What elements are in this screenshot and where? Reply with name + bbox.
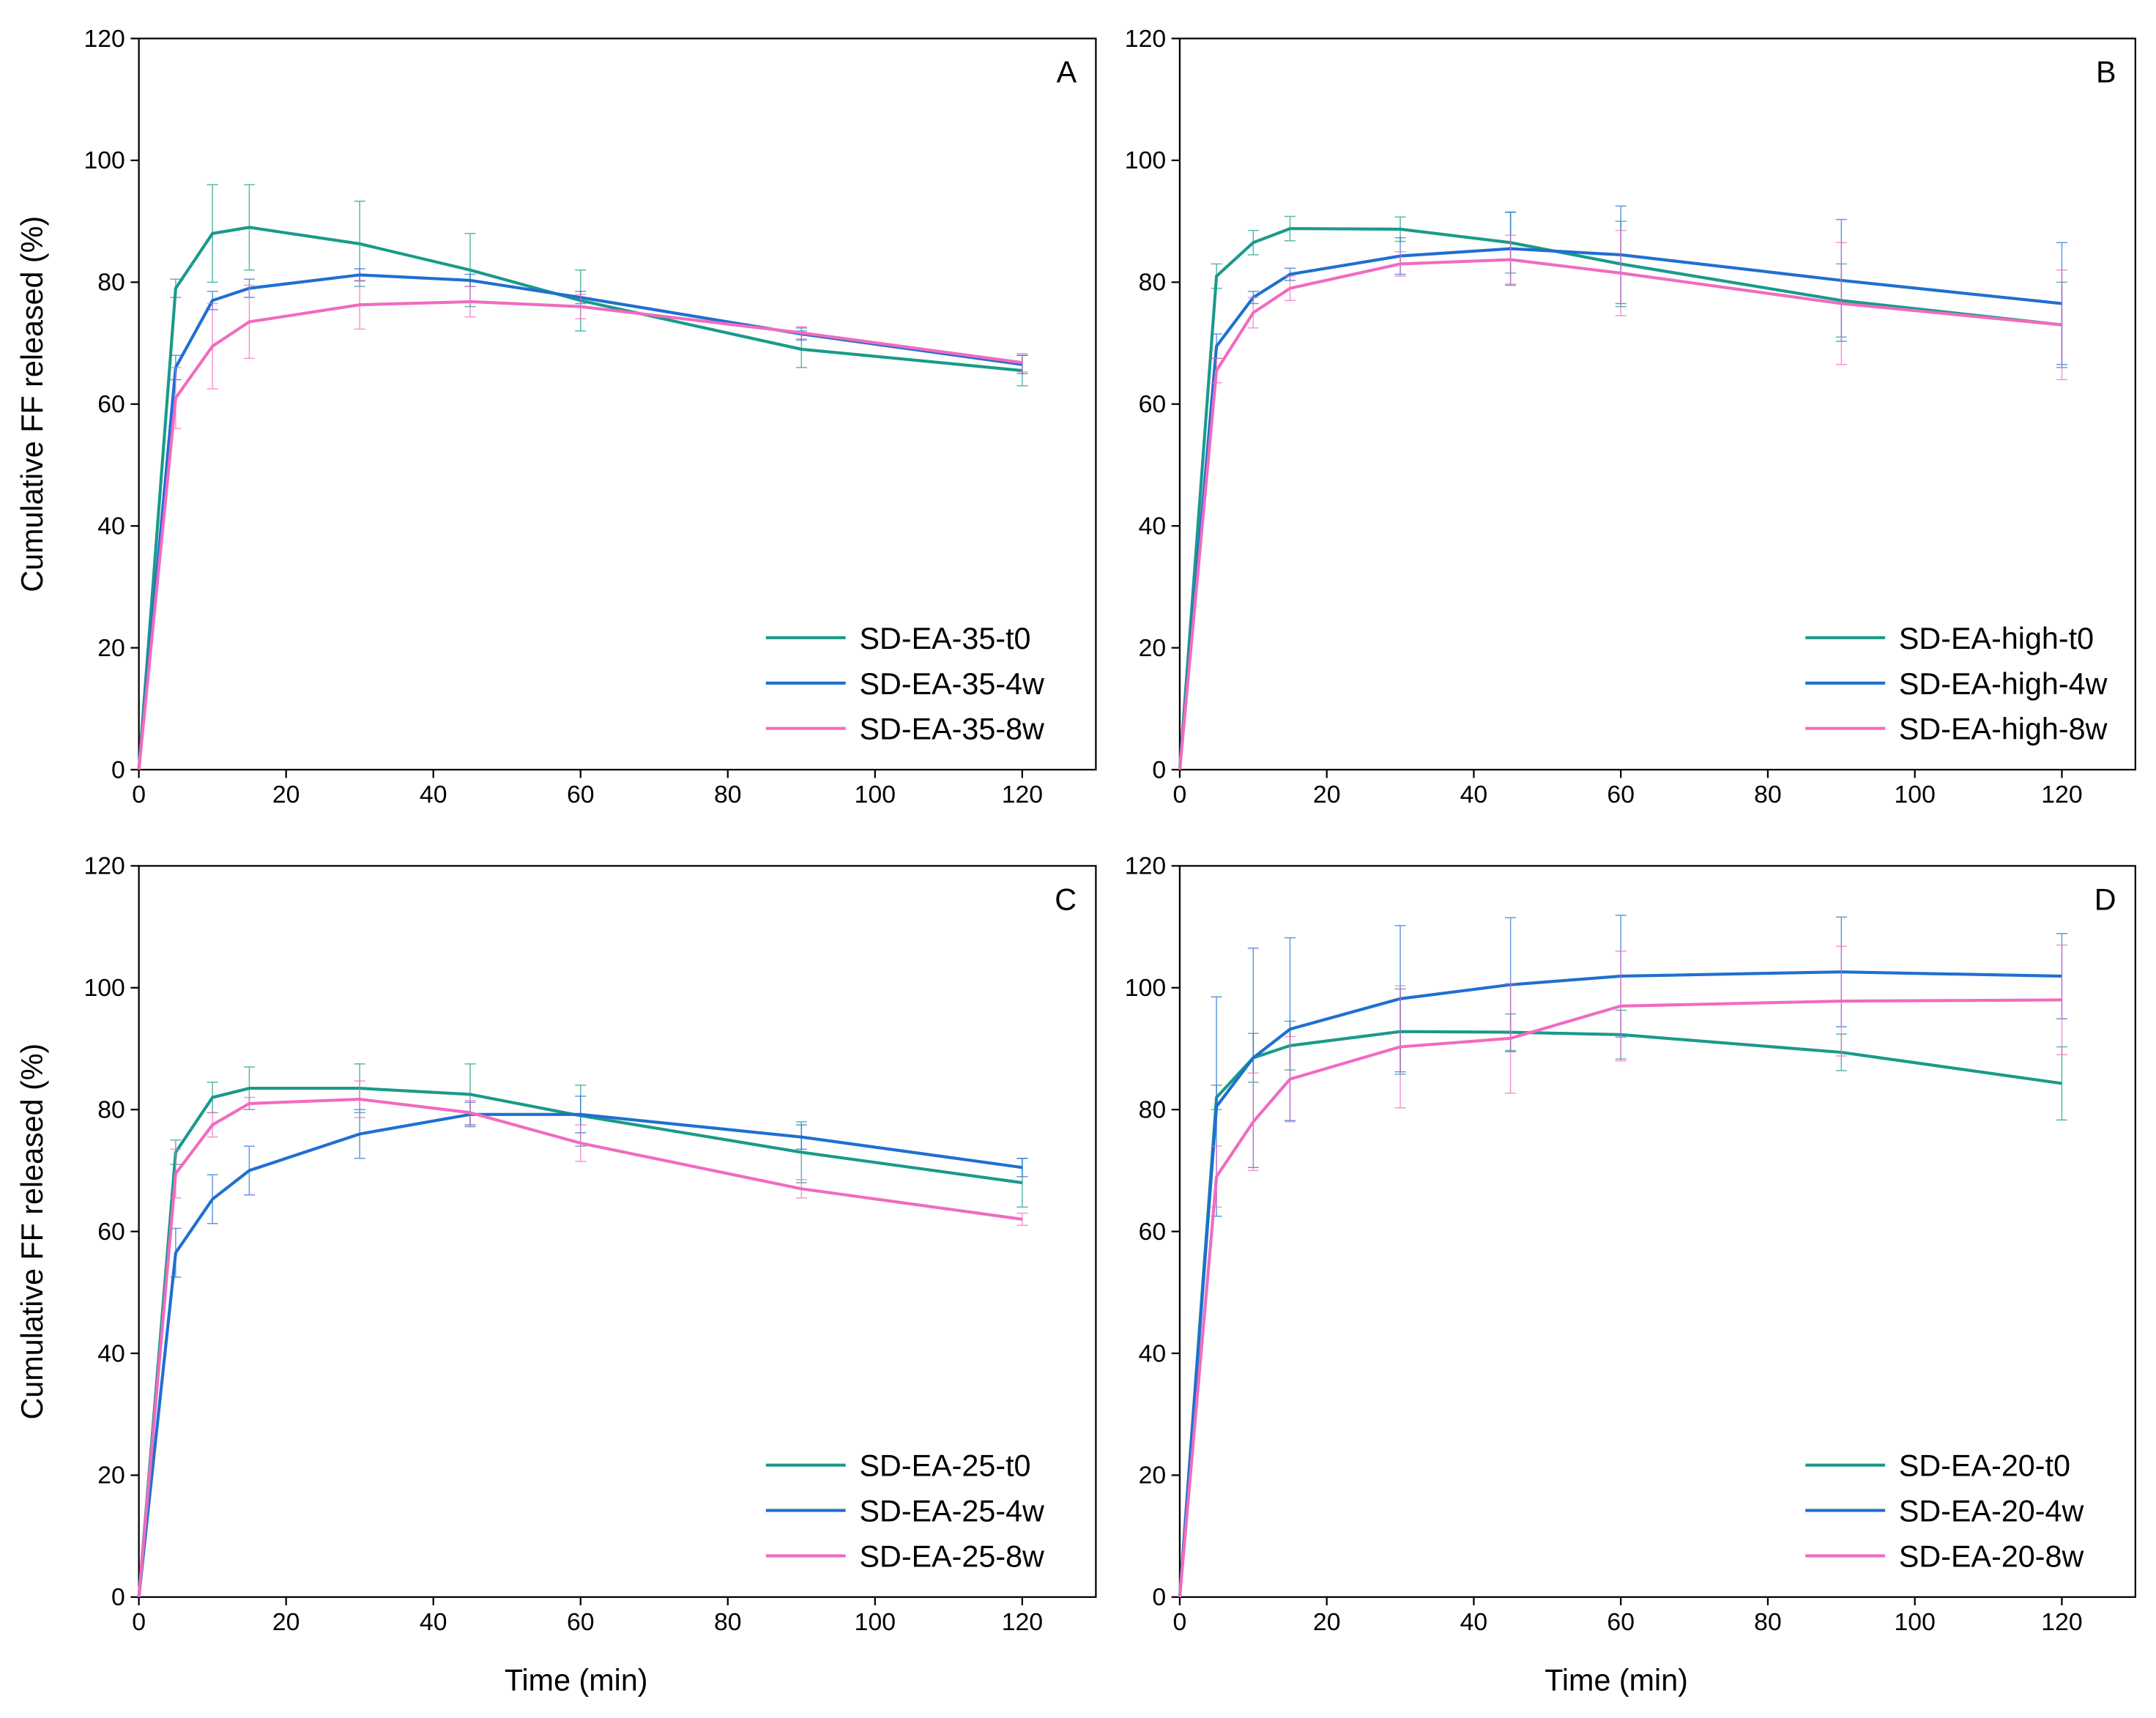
legend-label: SD-EA-35-t0 xyxy=(859,622,1030,655)
x-tick-label: 40 xyxy=(420,781,447,808)
y-tick-label: 120 xyxy=(84,25,125,53)
x-tick-label: 0 xyxy=(1173,1608,1187,1636)
panel-label: D xyxy=(2094,882,2116,916)
y-tick-label: 0 xyxy=(1152,1583,1166,1611)
y-tick-label: 80 xyxy=(97,1096,125,1123)
legend-label: SD-EA-high-4w xyxy=(1899,667,2108,701)
legend-label: SD-EA-25-4w xyxy=(859,1495,1044,1528)
y-tick-label: 0 xyxy=(1152,756,1166,784)
y-tick-label: 0 xyxy=(111,1583,125,1611)
plot-frame xyxy=(1178,37,2136,771)
series-line xyxy=(137,1112,1023,1598)
series-line xyxy=(1178,998,2062,1598)
y-tick-label: 80 xyxy=(97,269,125,297)
y-tick-label: 100 xyxy=(1125,974,1166,1002)
legend-label: SD-EA-20-4w xyxy=(1899,1495,2084,1528)
y-tick-label: 60 xyxy=(1139,390,1167,418)
plot-frame xyxy=(138,37,1097,771)
legend-label: SD-EA-20-t0 xyxy=(1899,1449,2070,1483)
y-tick-label: 40 xyxy=(1139,512,1167,540)
x-axis-title: Time (min) xyxy=(1544,1663,1688,1697)
legend-label: SD-EA-35-4w xyxy=(859,667,1044,701)
x-tick-label: 0 xyxy=(132,1608,146,1636)
x-tick-label: 120 xyxy=(2041,1608,2082,1636)
y-tick-label: 20 xyxy=(97,634,125,662)
series-line xyxy=(137,300,1023,770)
x-tick-label: 80 xyxy=(714,1608,742,1636)
y-tick-label: 120 xyxy=(1125,25,1166,53)
x-tick-label: 60 xyxy=(1607,781,1635,808)
x-tick-label: 80 xyxy=(1754,1608,1782,1636)
panel-label: C xyxy=(1055,882,1077,916)
panel-label: B xyxy=(2096,56,2116,89)
x-tick-label: 100 xyxy=(1895,1608,1936,1636)
legend-label: SD-EA-high-t0 xyxy=(1899,622,2094,655)
x-tick-label: 60 xyxy=(567,1608,595,1636)
y-tick-label: 100 xyxy=(84,974,125,1002)
y-tick-label: 100 xyxy=(1125,146,1166,174)
legend-label: SD-EA-high-8w xyxy=(1899,713,2108,746)
y-tick-label: 0 xyxy=(111,756,125,784)
x-axis-title: Time (min) xyxy=(505,1663,648,1697)
x-tick-label: 20 xyxy=(1313,1608,1341,1636)
x-tick-label: 120 xyxy=(2041,781,2082,808)
series-line xyxy=(1178,227,2062,770)
y-tick-label: 80 xyxy=(1139,1096,1167,1123)
y-tick-label: 20 xyxy=(97,1462,125,1490)
series-line xyxy=(137,273,1023,770)
series-line xyxy=(137,1097,1023,1598)
plot-frame xyxy=(138,865,1097,1598)
legend-label: SD-EA-25-t0 xyxy=(859,1449,1030,1483)
x-tick-label: 80 xyxy=(714,781,742,808)
x-tick-label: 120 xyxy=(1002,1608,1043,1636)
y-tick-label: 120 xyxy=(1125,852,1166,880)
y-tick-label: 60 xyxy=(97,390,125,418)
y-tick-label: 40 xyxy=(1139,1339,1167,1367)
y-tick-label: 20 xyxy=(1139,634,1167,662)
y-tick-label: 40 xyxy=(97,1339,125,1367)
x-tick-label: 120 xyxy=(1002,781,1043,808)
x-tick-label: 40 xyxy=(1460,1608,1488,1636)
y-axis-title: Cumulative FF released (%) xyxy=(15,1044,49,1420)
panel-label: A xyxy=(1057,56,1077,89)
legend-label: SD-EA-35-8w xyxy=(859,713,1044,746)
y-tick-label: 60 xyxy=(1139,1218,1167,1246)
x-tick-label: 0 xyxy=(1173,781,1187,808)
legend-label: SD-EA-20-8w xyxy=(1899,1540,2084,1574)
y-tick-label: 60 xyxy=(97,1218,125,1246)
x-tick-label: 60 xyxy=(1607,1608,1635,1636)
legend-label: SD-EA-25-8w xyxy=(859,1540,1044,1574)
x-tick-label: 40 xyxy=(1460,781,1488,808)
x-tick-label: 0 xyxy=(132,781,146,808)
y-tick-label: 120 xyxy=(84,852,125,880)
series-line xyxy=(137,226,1023,770)
y-tick-label: 40 xyxy=(97,512,125,540)
x-tick-label: 100 xyxy=(855,781,896,808)
series-line xyxy=(1178,258,2062,770)
x-tick-label: 20 xyxy=(272,1608,300,1636)
x-tick-label: 100 xyxy=(855,1608,896,1636)
y-axis-title: Cumulative FF released (%) xyxy=(15,216,49,592)
y-tick-label: 80 xyxy=(1139,269,1167,297)
y-tick-label: 100 xyxy=(84,146,125,174)
x-tick-label: 60 xyxy=(567,781,595,808)
y-tick-label: 20 xyxy=(1139,1462,1167,1490)
x-tick-label: 100 xyxy=(1895,781,1936,808)
x-tick-label: 20 xyxy=(1313,781,1341,808)
x-tick-label: 40 xyxy=(420,1608,447,1636)
x-tick-label: 80 xyxy=(1754,781,1782,808)
x-tick-label: 20 xyxy=(272,781,300,808)
